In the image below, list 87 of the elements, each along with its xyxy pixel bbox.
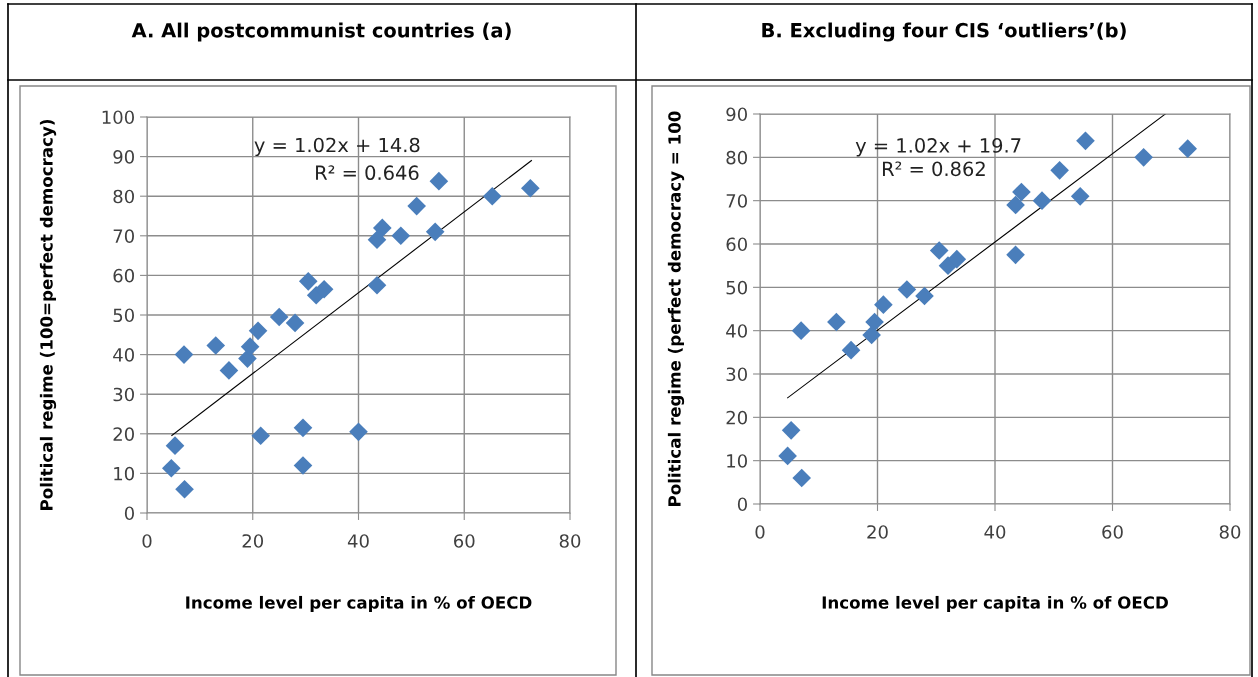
point <box>367 230 387 250</box>
point <box>865 312 884 332</box>
point <box>429 171 449 191</box>
y-tick-label: 100 <box>102 110 134 125</box>
y-tick-label: 10 <box>114 466 134 481</box>
y-tick-label: 90 <box>113 150 134 164</box>
y-tick-label: 20 <box>113 427 134 441</box>
y-tick-label: 70 <box>113 229 134 243</box>
point <box>391 226 411 246</box>
point <box>1012 182 1031 202</box>
point <box>425 222 445 242</box>
annotation: y = 1.02x + 14.8 <box>254 137 420 157</box>
point <box>1178 139 1198 158</box>
y-tick-label: 0 <box>124 506 134 521</box>
point <box>162 458 181 478</box>
y-tick-label: 50 <box>726 280 747 295</box>
chart-title: B. Excluding four CIS ‘outliers’(b) <box>762 22 1126 42</box>
point <box>897 280 917 299</box>
point <box>298 272 318 291</box>
point <box>521 178 540 198</box>
point <box>827 312 846 332</box>
annotation: y = 1.02x + 19.7 <box>855 138 1021 157</box>
point <box>407 196 426 216</box>
x-tick-label: 80 <box>559 534 581 548</box>
y-tick-label: 20 <box>726 410 747 425</box>
x-axis-title: Income level per capita in % of OECD <box>822 595 1168 613</box>
x-tick-label: 0 <box>755 525 765 539</box>
y-axis-title: Political regime (100=perfect democracy) <box>39 120 57 510</box>
point <box>841 340 861 360</box>
y-tick-label: 10 <box>727 454 747 468</box>
y-tick-label: 40 <box>113 348 134 362</box>
point <box>1070 187 1090 206</box>
point <box>792 468 812 488</box>
point <box>285 313 305 333</box>
point <box>781 421 801 440</box>
point <box>367 275 387 295</box>
x-tick-label: 80 <box>1219 525 1241 539</box>
annotation: R² = 0.862 <box>883 161 985 177</box>
point <box>1006 245 1025 265</box>
x-tick-label: 0 <box>142 534 152 548</box>
point <box>174 345 194 364</box>
point <box>1076 131 1095 151</box>
y-tick-label: 50 <box>113 308 134 323</box>
point <box>314 279 334 299</box>
point <box>1006 195 1025 215</box>
chart-title: A. All postcommunist countries (a) <box>131 22 511 42</box>
x-tick-label: 20 <box>867 525 888 539</box>
point <box>929 241 949 260</box>
point <box>219 361 239 380</box>
y-tick-label: 60 <box>113 268 134 283</box>
point <box>293 418 313 438</box>
point <box>915 286 934 306</box>
x-tick-label: 60 <box>1102 525 1123 539</box>
point <box>791 321 811 340</box>
x-tick-label: 40 <box>347 534 369 548</box>
point <box>251 426 270 446</box>
point <box>778 446 797 466</box>
point <box>1032 191 1052 210</box>
point <box>1050 161 1069 180</box>
y-tick-label: 80 <box>726 150 747 165</box>
point <box>349 422 368 442</box>
y-tick-label: 30 <box>726 367 747 382</box>
y-axis-title: Political regime (perfect democracy = 100 <box>667 111 685 506</box>
point <box>482 186 502 206</box>
y-tick-label: 40 <box>726 324 747 338</box>
y-tick-label: 60 <box>726 237 747 252</box>
y-tick-label: 80 <box>113 189 134 204</box>
x-axis-title: Income level per capita in % of OECD <box>186 595 532 613</box>
point <box>248 321 268 341</box>
point <box>175 479 194 499</box>
point <box>269 307 289 327</box>
y-tick-label: 90 <box>726 107 747 122</box>
point <box>874 295 893 314</box>
point <box>240 337 260 356</box>
point <box>1134 148 1153 167</box>
y-tick-label: 0 <box>737 497 747 512</box>
point <box>372 218 392 238</box>
point <box>947 249 967 269</box>
x-tick-label: 20 <box>242 534 264 548</box>
y-tick-label: 70 <box>726 194 747 208</box>
x-tick-label: 60 <box>454 534 475 548</box>
annotation: R² = 0.646 <box>316 165 419 181</box>
point <box>206 336 226 355</box>
point <box>165 436 185 455</box>
x-tick-label: 40 <box>984 525 1006 539</box>
y-tick-label: 30 <box>113 387 134 402</box>
point <box>293 456 313 475</box>
